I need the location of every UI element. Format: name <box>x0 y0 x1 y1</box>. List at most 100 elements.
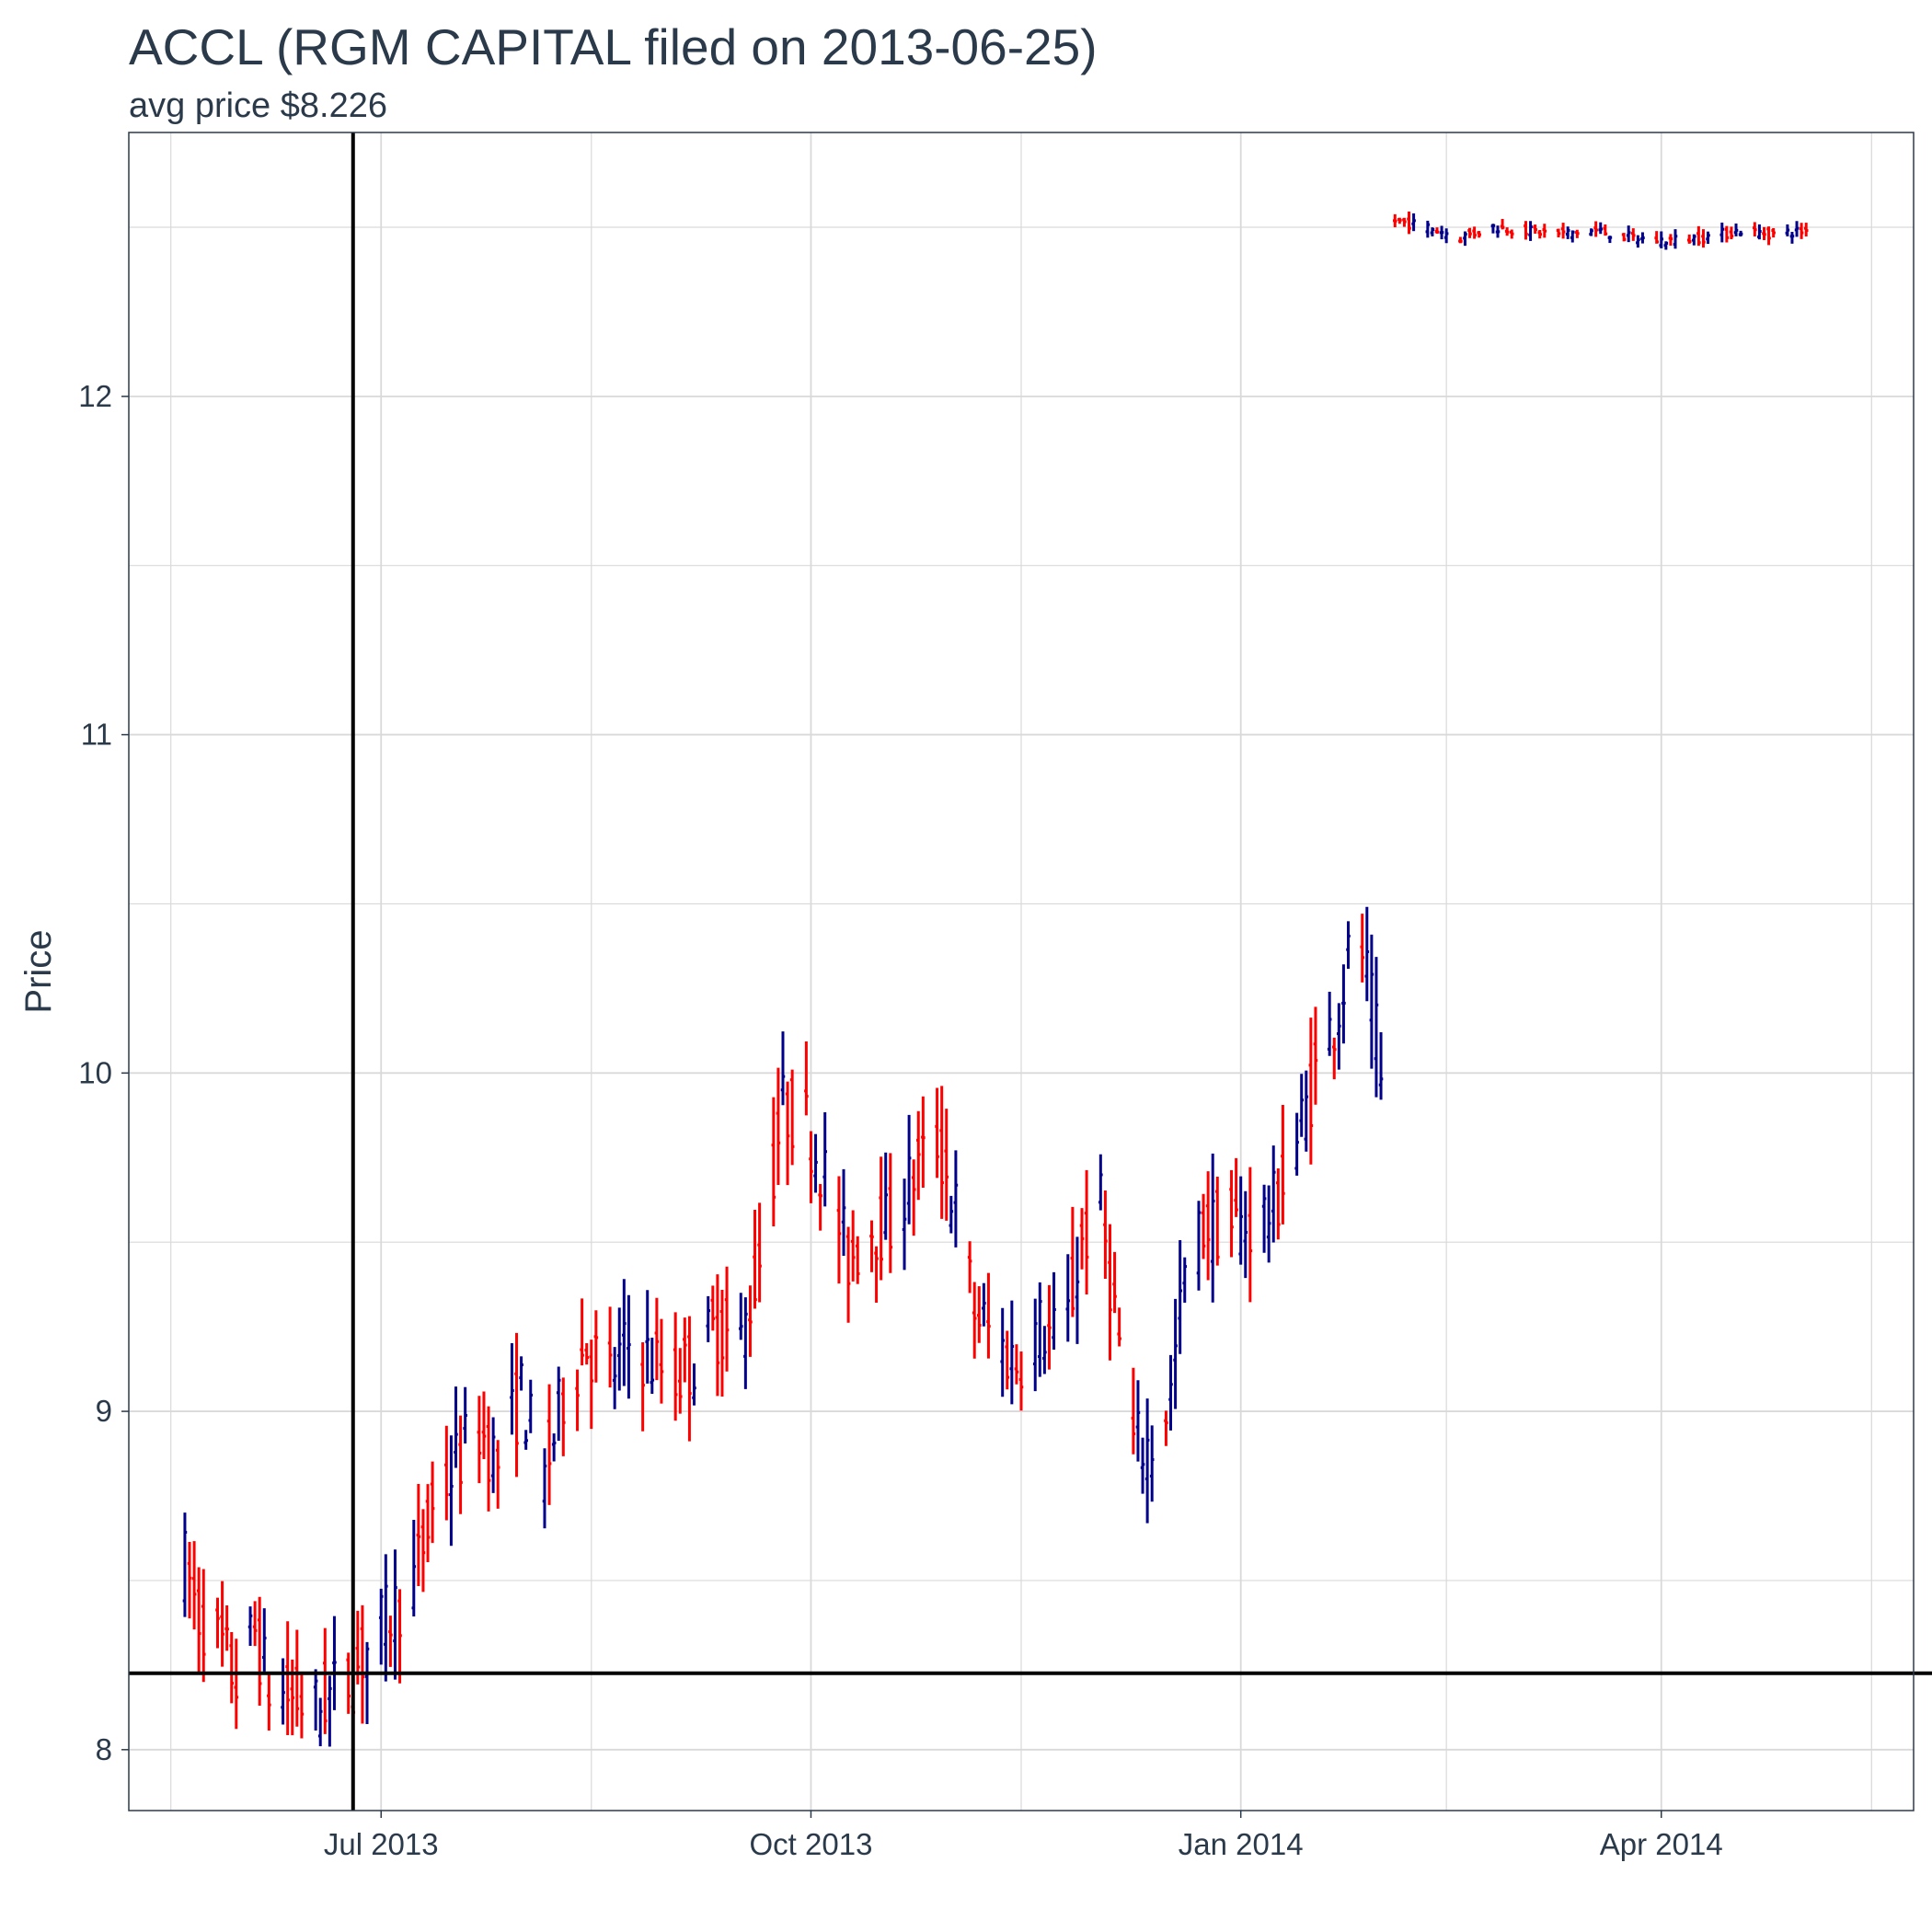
ohlc-bar-down <box>1729 226 1734 240</box>
ohlc-bar-up <box>1794 221 1800 237</box>
ohlc-bar-down <box>1524 221 1528 240</box>
ohlc-bar-down <box>1047 1284 1052 1370</box>
chart-subtitle: avg price $8.226 <box>129 86 387 125</box>
ohlc-bar-down <box>967 1241 972 1294</box>
chart-title: ACCL (RGM CAPITAL filed on 2013-06-25) <box>129 18 1098 75</box>
ohlc-bar-up <box>1439 225 1444 240</box>
ohlc-bar-down <box>220 1581 224 1667</box>
ohlc-bar-up <box>1065 1254 1071 1342</box>
ohlc-bar-up <box>1075 1236 1080 1344</box>
ohlc-bar-down <box>1360 914 1365 983</box>
ohlc-bar-up <box>1210 1153 1215 1303</box>
ohlc-bar-down <box>252 1601 258 1647</box>
ohlc-bar-up <box>1042 1326 1047 1374</box>
ohlc-bar-down <box>514 1332 519 1478</box>
x-tick-label: Apr 2014 <box>1600 1827 1723 1861</box>
ohlc-bar-down <box>804 1041 809 1116</box>
ohlc-bar-up <box>519 1356 523 1391</box>
ohlc-bar-up <box>1789 232 1795 244</box>
ohlc-bar-down <box>1603 224 1608 236</box>
ohlc-bar-down <box>481 1391 487 1460</box>
ohlc-bar-up <box>523 1430 528 1450</box>
ohlc-bar-down <box>1621 233 1627 242</box>
ohlc-bar-up <box>1719 222 1725 243</box>
ohlc-bar-up <box>1463 231 1467 247</box>
ohlc-bar-up <box>1032 1298 1038 1392</box>
ohlc-bar-down <box>1686 234 1692 244</box>
ohlc-bar-down <box>589 1340 594 1430</box>
ohlc-bar-up <box>510 1342 514 1435</box>
ohlc-bar-down <box>789 1069 795 1166</box>
ohlc-bar-down <box>1005 1330 1010 1390</box>
ohlc-bar-down <box>1215 1176 1220 1266</box>
ohlc-bar-down <box>1201 1193 1206 1259</box>
ohlc-bar-up <box>364 1641 370 1725</box>
ohlc-bar-up <box>1238 1176 1243 1265</box>
ohlc-bar-down <box>191 1541 197 1630</box>
ohlc-bar-up <box>1341 964 1346 1044</box>
ohlc-bar-up <box>1757 224 1762 240</box>
ohlc-bar-up <box>1196 1201 1202 1291</box>
ohlc-bar-down <box>1560 223 1566 239</box>
ohlc-bar-down <box>1458 236 1463 244</box>
ohlc-bar-down <box>753 1209 757 1309</box>
ohlc-bar-up <box>1149 1425 1155 1502</box>
ohlc-bar-down <box>486 1406 491 1512</box>
ohlc-bar-down <box>397 1589 402 1684</box>
ohlc-bar-up <box>313 1669 318 1731</box>
ohlc-bar-down <box>1696 225 1701 247</box>
ohlc-bar-down <box>1103 1190 1108 1279</box>
ohlc-bar-up <box>1346 921 1351 970</box>
ohlc-bar-down <box>855 1236 860 1284</box>
grid-layer <box>129 132 1914 1811</box>
x-tick-label: Oct 2013 <box>750 1827 873 1861</box>
ohlc-bar-up <box>645 1290 650 1384</box>
ohlc-bar-down <box>294 1629 300 1727</box>
ohlc-bar-down <box>1331 1037 1337 1080</box>
ohlc-bar-down <box>1276 1168 1281 1240</box>
ohlc-bar-up <box>982 1282 986 1327</box>
ohlc-bar-up <box>1598 222 1604 235</box>
ohlc-bar-down <box>1500 218 1505 230</box>
ohlc-bar-down <box>187 1542 192 1619</box>
ohlc-bar-down <box>640 1342 645 1432</box>
ohlc-bar-up <box>1673 229 1678 249</box>
ohlc-bar-down <box>458 1415 463 1514</box>
ohlc-bar-up <box>247 1606 253 1646</box>
ohlc-bar-down <box>1112 1251 1117 1314</box>
ohlc-bar-down <box>593 1310 599 1383</box>
ohlc-bar-down <box>818 1183 822 1231</box>
ohlc-bar-down <box>1593 221 1598 237</box>
ohlc-bar-up <box>1430 227 1435 236</box>
ohlc-bar-down <box>683 1317 687 1383</box>
ohlc-bar-down <box>1477 231 1481 238</box>
ohlc-bar-up <box>822 1112 827 1207</box>
ohlc-bar-up <box>551 1433 557 1462</box>
ohlc-bar-up <box>1706 231 1710 245</box>
ohlc-bar-up <box>650 1337 655 1395</box>
ohlc-bar-up <box>332 1616 337 1710</box>
ohlc-bar-down <box>1234 1157 1238 1217</box>
ohlc-bar-down <box>1631 228 1636 241</box>
ohlc-bar-down <box>757 1202 762 1303</box>
ohlc-bar-up <box>1640 232 1645 244</box>
ohlc-bar-up <box>1098 1154 1103 1211</box>
ohlc-bar-down <box>1753 222 1757 237</box>
ohlc-bar-up <box>1000 1307 1005 1397</box>
ohlc-bar-down <box>1724 225 1730 243</box>
ohlc-bar-up <box>1528 221 1533 241</box>
ohlc-bar-down <box>1313 1006 1318 1105</box>
ohlc-bar-up <box>1261 1184 1267 1253</box>
ohlc-bar-down <box>809 1131 813 1203</box>
y-axis-title: Price <box>18 929 59 1013</box>
ohlc-bar-down <box>1229 1169 1234 1258</box>
ohlc-bar-up <box>393 1549 397 1680</box>
ohlc-bar-up <box>1294 1112 1299 1176</box>
ohlc-bar-down <box>607 1306 613 1388</box>
ohlc-bar-down <box>687 1316 692 1442</box>
ohlc-bar-up <box>1589 228 1593 236</box>
ohlc-bar-down <box>234 1639 239 1730</box>
ohlc-bar-down <box>915 1110 921 1201</box>
ohlc-bar-up <box>556 1366 561 1442</box>
ohlc-bar-down <box>1509 229 1514 239</box>
